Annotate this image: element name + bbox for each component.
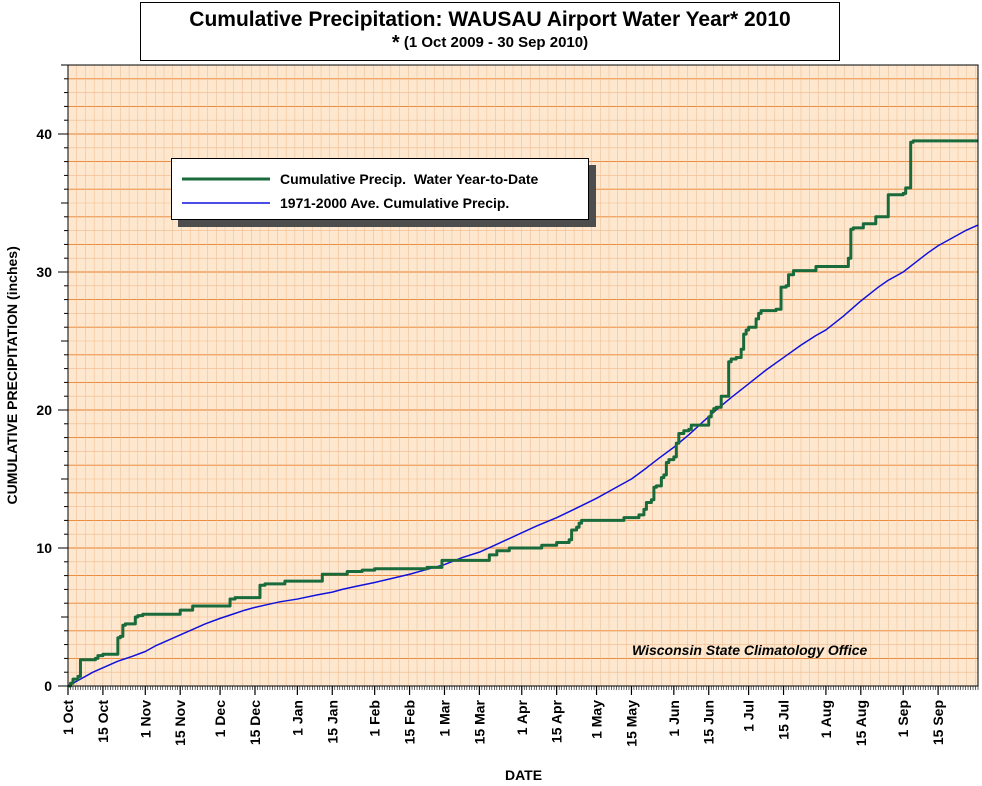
x-tick-label: 15 Mar <box>471 699 487 744</box>
x-tick-label: 1 Aug <box>818 700 834 738</box>
x-tick-label: 1 Feb <box>367 700 383 737</box>
title-box: Cumulative Precipitation: WAUSAU Airport… <box>140 2 840 61</box>
x-tick-label: 1 Dec <box>212 700 228 738</box>
chart-title: Cumulative Precipitation: WAUSAU Airport… <box>189 8 791 31</box>
legend: Cumulative Precip. Water Year-to-Date 19… <box>171 158 589 220</box>
legend-swatch-observed <box>182 177 270 181</box>
x-axis-label: DATE <box>505 767 543 783</box>
x-tick-label: 15 Feb <box>402 700 418 744</box>
chart-subtitle: * (1 Oct 2009 - 30 Sep 2010) <box>141 33 839 53</box>
x-tick-label: 15 Apr <box>549 699 565 743</box>
series-line-observed <box>68 139 978 688</box>
x-tick-label: 1 Apr <box>514 699 530 735</box>
plot-frame <box>67 64 979 687</box>
x-tick-label: 15 Oct <box>95 700 111 743</box>
y-axis-label: CUMULATIVE PRECIPITATION (inches) <box>4 246 20 505</box>
legend-item-observed: Cumulative Precip. Water Year-to-Date <box>182 169 538 189</box>
x-tick-label: 15 Nov <box>172 700 188 746</box>
x-tick-label: 1 Jun <box>666 700 682 737</box>
x-tick-label: 1 Nov <box>137 700 153 738</box>
x-tick-label: 1 Mar <box>436 699 452 736</box>
subtitle-star: * <box>391 32 400 54</box>
x-tick-label: 15 Sep <box>930 700 946 745</box>
x-tick-label: 15 May <box>623 700 639 747</box>
x-tick-label: 1 May <box>589 700 605 739</box>
y-tick-label: 30 <box>36 264 52 280</box>
legend-item-average: 1971-2000 Ave. Cumulative Precip. <box>182 193 509 213</box>
legend-swatch-average <box>182 202 270 204</box>
axis-ticks: 0 10 20 30 40 1 Oct 15 Oct 1 Nov 15 Nov 1 Dec 15 D… <box>36 64 979 747</box>
series-line-average <box>67 224 979 687</box>
y-tick-label: 0 <box>44 678 52 694</box>
x-tick-label: 1 Oct <box>60 700 76 735</box>
x-tick-label: 15 Dec <box>247 700 263 745</box>
x-tick-label: 15 Jul <box>776 700 792 740</box>
x-tick-label: 1 Jul <box>741 700 757 732</box>
x-tick-label: 1 Sep <box>895 700 911 737</box>
legend-label-observed: Cumulative Precip. Water Year-to-Date <box>280 171 539 187</box>
subtitle-dates: (1 Oct 2009 - 30 Sep 2010) <box>403 34 589 51</box>
x-tick-label: 1 Jan <box>289 700 305 736</box>
series <box>67 139 979 688</box>
legend-label-average: 1971-2000 Ave. Cumulative Precip. <box>280 195 510 211</box>
y-tick-label: 10 <box>36 540 52 556</box>
y-tick-label: 40 <box>36 126 52 142</box>
x-tick-label: 15 Jun <box>701 700 717 744</box>
y-tick-label: 20 <box>36 402 52 418</box>
credit-label: Wisconsin State Climatology Office <box>632 642 868 658</box>
x-tick-label: 15 Aug <box>853 700 869 746</box>
x-tick-label: 15 Jan <box>324 700 340 744</box>
